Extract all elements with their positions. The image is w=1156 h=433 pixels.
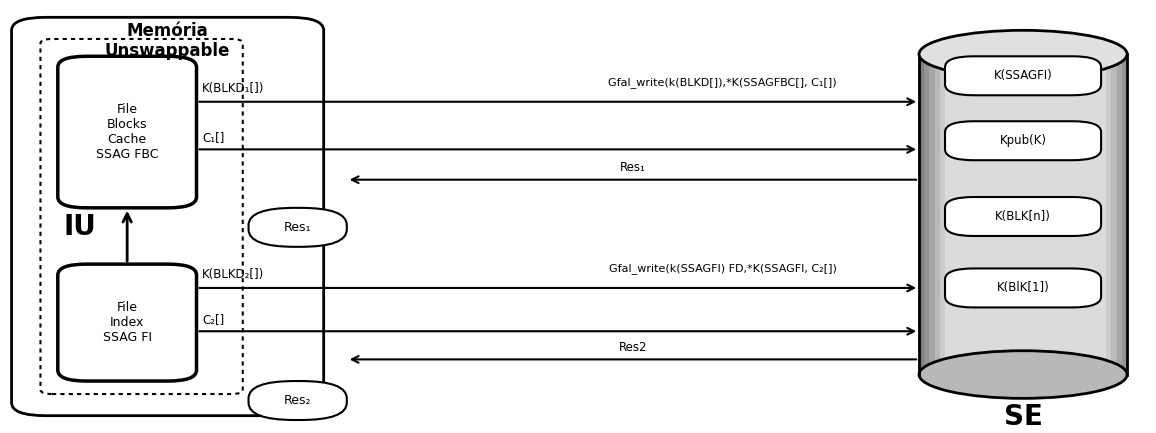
Text: Gfal_write(k(SSAGFI) FD,*K(SSAGFI, C₂[]): Gfal_write(k(SSAGFI) FD,*K(SSAGFI, C₂[]) [608,263,837,274]
FancyBboxPatch shape [58,56,197,208]
FancyBboxPatch shape [946,197,1101,236]
Bar [1008,54,1013,375]
Bar [1002,54,1007,375]
Bar [1117,54,1121,375]
Bar [1044,54,1050,375]
FancyBboxPatch shape [946,268,1101,307]
Bar [961,54,966,375]
Bar [1080,54,1085,375]
Text: Res₂: Res₂ [284,394,311,407]
Bar [992,54,996,375]
Bar [1018,54,1023,375]
FancyBboxPatch shape [249,208,347,247]
Bar [1033,54,1038,375]
Text: K(BlK[1]): K(BlK[1]) [996,281,1050,294]
FancyBboxPatch shape [946,56,1101,95]
Bar [1070,54,1075,375]
Bar [1106,54,1112,375]
Bar [955,54,961,375]
Text: File
Blocks
Cache
SSAG FBC: File Blocks Cache SSAG FBC [96,103,158,161]
Bar [1111,54,1117,375]
Bar [946,54,950,375]
Ellipse shape [919,30,1127,78]
FancyBboxPatch shape [58,264,197,381]
Bar [987,54,992,375]
Text: Res₁: Res₁ [284,221,311,234]
Bar [929,54,934,375]
FancyBboxPatch shape [249,381,347,420]
Text: C₁[]: C₁[] [202,131,224,144]
FancyBboxPatch shape [12,17,324,416]
Text: K(SSAGFI): K(SSAGFI) [994,69,1052,82]
Text: File
Index
SSAG FI: File Index SSAG FI [103,301,151,344]
Ellipse shape [919,351,1127,398]
Bar [1101,54,1106,375]
Bar [996,54,1002,375]
Bar [919,54,925,375]
Text: C₂[]: C₂[] [202,313,224,326]
Bar [1039,54,1044,375]
Text: SE: SE [1003,403,1043,431]
Text: Res₁: Res₁ [620,161,646,174]
FancyBboxPatch shape [946,121,1101,160]
Bar [971,54,976,375]
Bar [1085,54,1091,375]
Bar [977,54,981,375]
Bar [1065,54,1070,375]
Bar [1050,54,1054,375]
Bar [950,54,955,375]
Bar [940,54,946,375]
Bar [981,54,987,375]
Bar [1013,54,1017,375]
Text: Res2: Res2 [618,341,647,354]
Text: Kpub(K): Kpub(K) [1000,134,1046,147]
Bar [934,54,940,375]
Bar [1054,54,1059,375]
Text: K(BLKD₂[]): K(BLKD₂[]) [202,268,265,281]
Bar [1091,54,1096,375]
Text: Memória
Unswappable: Memória Unswappable [105,22,230,61]
Bar [1060,54,1065,375]
Text: K(BLKD₁[]): K(BLKD₁[]) [202,82,265,95]
Bar [1029,54,1033,375]
Bar [1096,54,1102,375]
Bar [1023,54,1029,375]
Text: Gfal_write(k(BLKD[]),*K(SSAGFBC[], C₁[]): Gfal_write(k(BLKD[]),*K(SSAGFBC[], C₁[]) [608,77,837,88]
Text: IU: IU [64,213,96,241]
Bar [1075,54,1081,375]
Bar [925,54,929,375]
Bar [1122,54,1127,375]
Bar [966,54,971,375]
Text: K(BLK[n]): K(BLK[n]) [995,210,1051,223]
